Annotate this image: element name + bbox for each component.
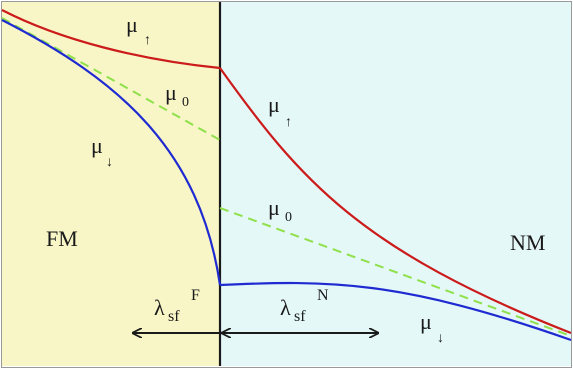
lambda-sf-f-label: λ sf F [154,287,200,325]
mu-symbol: μ [420,309,432,334]
mu-zero-label-nm: μ 0 [268,195,292,225]
diagram-border [1,1,572,368]
lambda-superscript: F [191,287,200,304]
mu-symbol: μ [268,92,280,117]
mu-zero-subscript: 0 [182,95,189,110]
mu-symbol: μ [126,12,138,37]
mu-up-curve-nm [219,67,572,335]
mu-down-label-nm: μ ↓ [420,309,444,346]
mu-zero-label-fm: μ 0 [165,80,189,110]
mu-down-curve-fm [1,19,222,286]
lambda-subscript: sf [294,308,306,325]
mu-up-label-fm: μ ↑ [126,12,151,48]
mu-zero-curve-nm [219,207,572,337]
nm-label: NM [510,230,545,255]
down-arrow-icon: ↓ [437,331,444,346]
lambda-symbol: λ [280,295,291,320]
lambda-symbol: λ [154,295,165,320]
fm-label: FM [46,226,78,251]
mu-up-label-nm: μ ↑ [268,92,292,130]
mu-symbol: μ [91,133,103,158]
ferromagnet-region [2,2,220,366]
mu-symbol: μ [268,195,280,220]
lambda-subscript: sf [168,308,180,325]
mu-zero-curve-fm [1,17,221,141]
mu-symbol: μ [165,80,177,105]
mu-down-curve-nm [219,281,572,342]
up-arrow-icon: ↑ [144,33,151,48]
mu-zero-subscript: 0 [285,210,292,225]
mu-up-curve-fm [1,9,221,70]
up-arrow-icon: ↑ [285,115,292,130]
normal-metal-region [220,2,571,366]
lambda-sf-n-label: λ sf N [280,287,329,325]
down-arrow-icon: ↓ [106,155,113,170]
lambda-superscript: N [317,287,329,304]
mu-down-label-fm: μ ↓ [91,133,113,170]
